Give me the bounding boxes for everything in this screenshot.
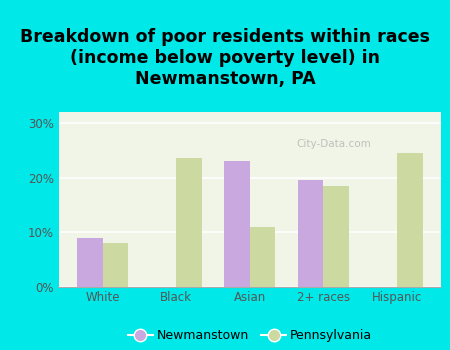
Bar: [103, 243, 128, 287]
Bar: [323, 186, 349, 287]
Bar: [397, 153, 423, 287]
Legend: Newmanstown, Pennsylvania: Newmanstown, Pennsylvania: [122, 324, 377, 347]
Bar: [224, 161, 250, 287]
Bar: [176, 159, 202, 287]
Text: Breakdown of poor residents within races
(income below poverty level) in
Newmans: Breakdown of poor residents within races…: [20, 28, 430, 88]
Bar: [297, 180, 323, 287]
Bar: [77, 238, 103, 287]
Text: City-Data.com: City-Data.com: [297, 139, 371, 148]
Bar: [250, 227, 275, 287]
